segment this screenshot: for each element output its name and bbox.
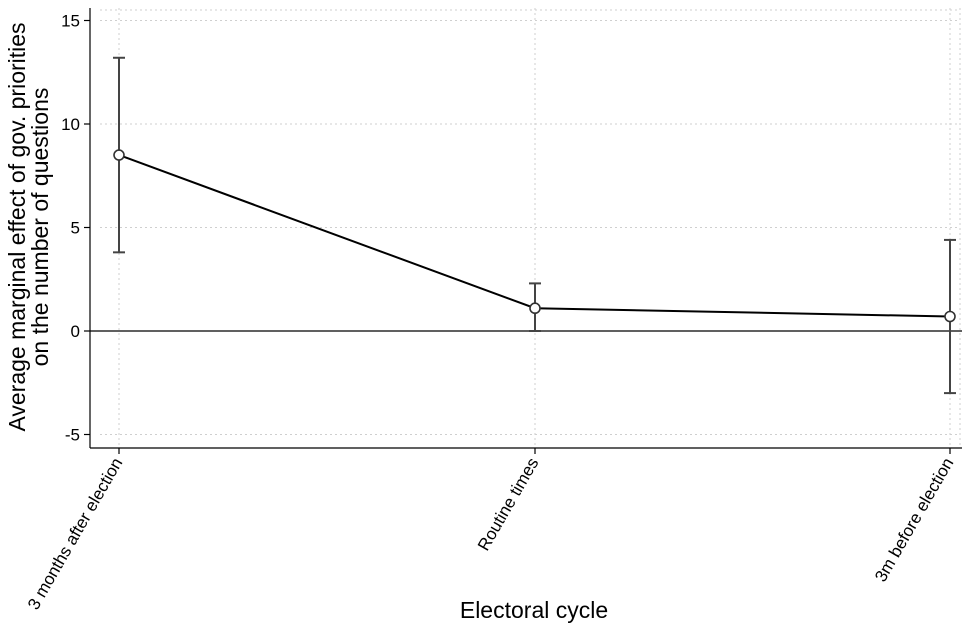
x-tick-label-2: 3m before election	[871, 455, 957, 586]
y-axis-title-line-2: on the number of questions	[27, 88, 53, 367]
grid-layer	[100, 8, 961, 448]
x-tick-label-1: Routine times	[474, 455, 542, 555]
data-point-0-0	[113, 149, 125, 161]
y-tick-label-0: -5	[65, 426, 80, 445]
y-tick-label-4: 15	[61, 12, 80, 31]
data-point-0-1	[529, 302, 541, 315]
y-tick-label-2: 5	[71, 219, 80, 238]
data-point-0-2	[944, 310, 956, 323]
x-tick-label-0: 3 months after election	[24, 455, 126, 613]
series-layer	[113, 56, 956, 395]
y-tick-label-3: 10	[61, 115, 80, 134]
y-tick-label-1: 0	[71, 322, 80, 341]
label-layer: Electoral cycle Average marginal effect …	[4, 22, 608, 623]
axis-layer: -5 0 5 10 15 3 months after election Routine t…	[24, 8, 962, 613]
y-axis-title-line-1: Average marginal effect of gov. prioriti…	[4, 22, 30, 431]
x-axis-title: Electoral cycle	[460, 597, 608, 623]
